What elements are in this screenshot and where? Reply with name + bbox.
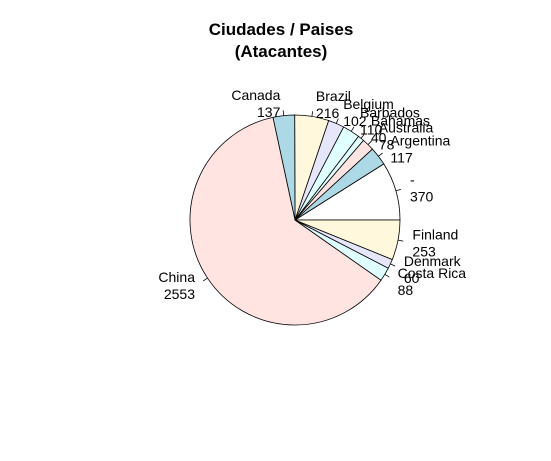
pie-tick-china xyxy=(202,277,208,282)
pie-slice-finland xyxy=(294,219,401,261)
pie-label-dash: - xyxy=(410,171,415,187)
pie-value-bahamas: 40 xyxy=(371,130,387,146)
pie-tick-bahamas xyxy=(360,133,365,139)
pie-label-bahamas: Bahamas xyxy=(371,113,430,129)
chart-title: Ciudades / Paises xyxy=(209,20,354,39)
pie-value-australia: 78 xyxy=(379,137,395,153)
pie-tick-australia xyxy=(367,140,372,145)
pie-tick-dash xyxy=(395,188,402,192)
pie-tick-canada xyxy=(282,110,285,116)
pie-value-argentina: 117 xyxy=(390,150,413,166)
pie-label-canada: Canada xyxy=(231,87,280,103)
pie-value-costa-rica: 88 xyxy=(398,282,414,298)
pie-value-barbados: 110 xyxy=(360,122,383,138)
pie-tick-barbados xyxy=(350,126,355,132)
pie-label-china: China xyxy=(158,269,195,285)
pie-value-brazil: 216 xyxy=(316,105,340,121)
pie-value-denmark: 60 xyxy=(404,270,420,286)
pie-value-belgium: 102 xyxy=(343,113,367,129)
pie-label-brazil: Brazil xyxy=(316,88,351,104)
pie-tick-argentina xyxy=(378,152,383,157)
pie-label-barbados: Barbados xyxy=(360,105,420,121)
chart-subtitle: (Atacantes) xyxy=(235,42,328,61)
pie-value-dash: 370 xyxy=(410,188,434,204)
pie-label-argentina: Argentina xyxy=(390,133,450,149)
pie-value-canada: 137 xyxy=(257,104,281,120)
pie-label-costa-rica: Costa Rica xyxy=(398,265,467,281)
pie-tick-costa-rica xyxy=(384,273,390,278)
pie-label-australia: Australia xyxy=(379,120,434,136)
pie-tick-denmark xyxy=(390,263,396,267)
pie-tick-brazil xyxy=(311,111,314,117)
pie-tick-finland xyxy=(397,239,404,242)
pie-tick-belgium xyxy=(335,118,339,124)
pie-label-denmark: Denmark xyxy=(404,253,462,269)
pie-label-belgium: Belgium xyxy=(343,96,394,112)
pie-slices xyxy=(189,114,401,326)
pie-label-finland: Finland xyxy=(412,227,458,243)
pie-value-finland: 253 xyxy=(412,244,436,260)
pie-value-china: 2553 xyxy=(164,286,195,302)
